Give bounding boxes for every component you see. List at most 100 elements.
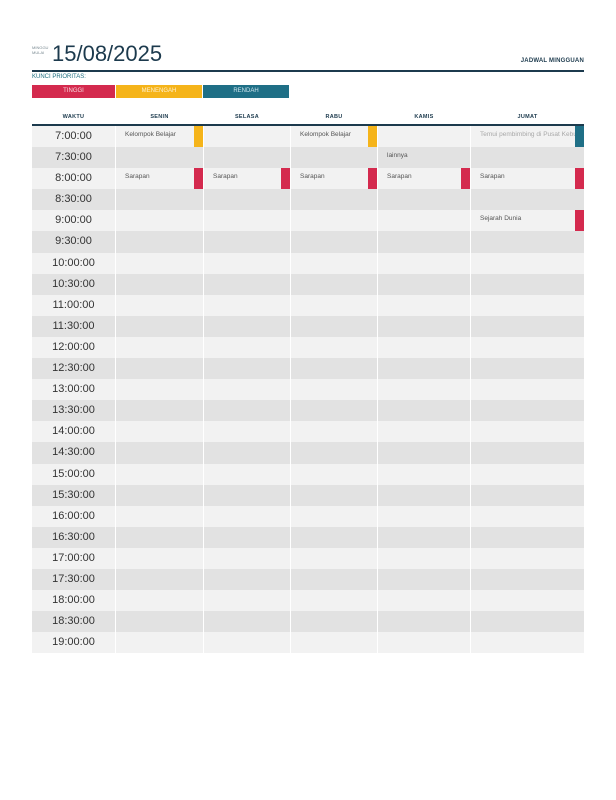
- schedule-cell[interactable]: [204, 632, 290, 654]
- schedule-cell[interactable]: [204, 358, 290, 380]
- schedule-cell[interactable]: [378, 294, 470, 316]
- schedule-cell[interactable]: [116, 547, 203, 569]
- schedule-cell[interactable]: lainnya: [378, 147, 470, 169]
- schedule-cell[interactable]: Sarapan: [204, 168, 290, 190]
- schedule-cell[interactable]: [471, 463, 584, 485]
- schedule-cell[interactable]: [116, 484, 203, 506]
- schedule-cell[interactable]: [471, 294, 584, 316]
- schedule-cell[interactable]: [471, 611, 584, 633]
- schedule-cell[interactable]: [378, 526, 470, 548]
- schedule-cell[interactable]: [116, 379, 203, 401]
- schedule-cell[interactable]: [204, 147, 290, 169]
- schedule-cell[interactable]: [116, 442, 203, 464]
- schedule-cell[interactable]: [116, 632, 203, 654]
- schedule-cell[interactable]: [204, 463, 290, 485]
- schedule-cell[interactable]: [378, 400, 470, 422]
- schedule-cell[interactable]: [471, 400, 584, 422]
- schedule-cell[interactable]: Sejarah Dunia: [471, 210, 584, 232]
- schedule-cell[interactable]: [471, 505, 584, 527]
- schedule-cell[interactable]: [471, 273, 584, 295]
- schedule-cell[interactable]: [471, 484, 584, 506]
- schedule-cell[interactable]: [378, 379, 470, 401]
- schedule-cell[interactable]: [204, 568, 290, 591]
- schedule-cell[interactable]: [116, 463, 203, 485]
- schedule-cell[interactable]: [116, 294, 203, 316]
- schedule-cell[interactable]: [378, 189, 470, 211]
- schedule-cell[interactable]: [471, 231, 584, 253]
- schedule-cell[interactable]: [471, 590, 584, 612]
- schedule-cell[interactable]: [291, 463, 377, 485]
- schedule-cell[interactable]: [378, 632, 470, 654]
- schedule-cell[interactable]: [378, 421, 470, 443]
- schedule-cell[interactable]: [378, 252, 470, 274]
- schedule-cell[interactable]: [378, 568, 470, 591]
- schedule-cell[interactable]: [291, 400, 377, 422]
- schedule-cell[interactable]: [204, 210, 290, 232]
- schedule-cell[interactable]: [204, 526, 290, 548]
- schedule-cell[interactable]: [471, 547, 584, 569]
- schedule-cell[interactable]: [471, 315, 584, 337]
- schedule-cell[interactable]: Sarapan: [471, 168, 584, 190]
- schedule-cell[interactable]: [204, 315, 290, 337]
- schedule-cell[interactable]: Sarapan: [291, 168, 377, 190]
- schedule-cell[interactable]: [471, 442, 584, 464]
- schedule-cell[interactable]: [291, 526, 377, 548]
- schedule-cell[interactable]: [378, 505, 470, 527]
- schedule-cell[interactable]: [378, 547, 470, 569]
- schedule-cell[interactable]: [204, 421, 290, 443]
- schedule-cell[interactable]: [204, 294, 290, 316]
- schedule-cell[interactable]: [291, 315, 377, 337]
- schedule-cell[interactable]: [116, 231, 203, 253]
- schedule-cell[interactable]: [116, 336, 203, 359]
- schedule-cell[interactable]: [116, 273, 203, 295]
- schedule-cell[interactable]: [116, 358, 203, 380]
- schedule-cell[interactable]: [291, 590, 377, 612]
- schedule-cell[interactable]: [116, 611, 203, 633]
- schedule-cell[interactable]: [204, 336, 290, 359]
- schedule-cell[interactable]: [291, 611, 377, 633]
- schedule-cell[interactable]: [471, 379, 584, 401]
- schedule-cell[interactable]: [291, 484, 377, 506]
- schedule-cell[interactable]: [204, 400, 290, 422]
- schedule-cell[interactable]: [204, 189, 290, 211]
- schedule-cell[interactable]: [291, 273, 377, 295]
- schedule-cell[interactable]: [378, 273, 470, 295]
- schedule-cell[interactable]: [378, 126, 470, 148]
- schedule-cell[interactable]: [291, 505, 377, 527]
- schedule-cell[interactable]: [378, 336, 470, 359]
- schedule-cell[interactable]: [116, 590, 203, 612]
- schedule-cell[interactable]: [471, 358, 584, 380]
- schedule-cell[interactable]: [291, 632, 377, 654]
- schedule-cell[interactable]: [291, 421, 377, 443]
- schedule-cell[interactable]: [116, 505, 203, 527]
- schedule-cell[interactable]: [471, 147, 584, 169]
- schedule-cell[interactable]: [471, 632, 584, 654]
- schedule-cell[interactable]: Kelompok Belajar: [116, 126, 203, 148]
- schedule-cell[interactable]: [471, 568, 584, 591]
- schedule-cell[interactable]: [471, 252, 584, 274]
- week-start-date[interactable]: 15/08/2025: [52, 41, 163, 66]
- schedule-cell[interactable]: [291, 294, 377, 316]
- schedule-cell[interactable]: [378, 442, 470, 464]
- schedule-cell[interactable]: [291, 379, 377, 401]
- schedule-cell[interactable]: [378, 611, 470, 633]
- schedule-cell[interactable]: [291, 147, 377, 169]
- schedule-cell[interactable]: [116, 526, 203, 548]
- schedule-cell[interactable]: [378, 231, 470, 253]
- schedule-cell[interactable]: [291, 568, 377, 591]
- schedule-cell[interactable]: [204, 379, 290, 401]
- schedule-cell[interactable]: [291, 210, 377, 232]
- schedule-cell[interactable]: [116, 147, 203, 169]
- schedule-cell[interactable]: [116, 315, 203, 337]
- schedule-cell[interactable]: [204, 231, 290, 253]
- schedule-cell[interactable]: [471, 526, 584, 548]
- schedule-cell[interactable]: [291, 336, 377, 359]
- schedule-cell[interactable]: [116, 568, 203, 591]
- schedule-cell[interactable]: [204, 252, 290, 274]
- schedule-cell[interactable]: [378, 590, 470, 612]
- schedule-cell[interactable]: [204, 547, 290, 569]
- schedule-cell[interactable]: [291, 442, 377, 464]
- schedule-cell[interactable]: [204, 611, 290, 633]
- schedule-cell[interactable]: Sarapan: [378, 168, 470, 190]
- schedule-cell[interactable]: [291, 358, 377, 380]
